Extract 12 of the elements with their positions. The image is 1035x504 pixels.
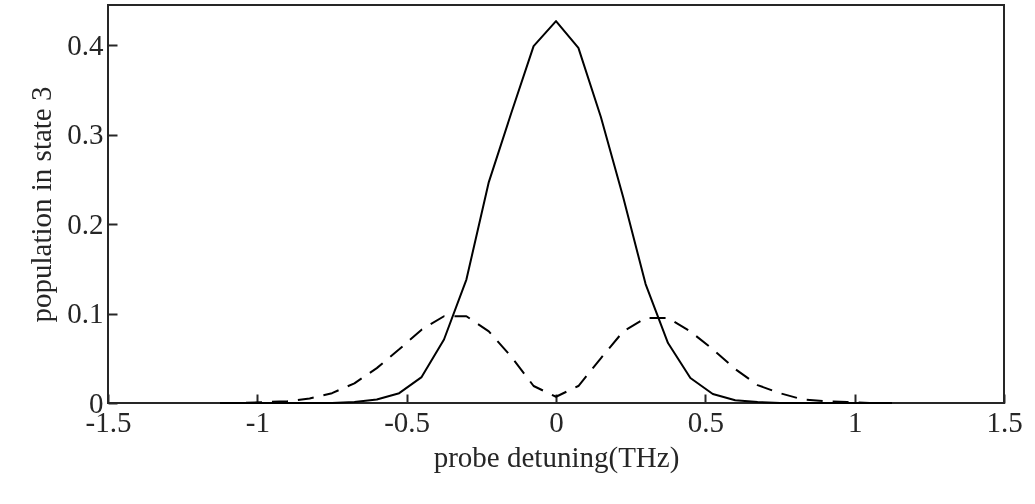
- y-tick-label: 0.2: [67, 207, 104, 240]
- y-axis-title: population in state 3: [25, 86, 58, 323]
- x-tick-label: -1: [245, 405, 270, 438]
- y-tick-label: 0.4: [67, 28, 104, 61]
- y-tick-label: 0.3: [67, 118, 104, 151]
- x-tick-label: 1: [847, 405, 863, 438]
- x-tick-label: 0: [549, 405, 564, 438]
- x-tick-label: -0.5: [384, 405, 431, 438]
- y-tick-label: 0.1: [67, 297, 104, 330]
- x-tick-label: 1.5: [986, 405, 1023, 438]
- x-tick-label: 0.5: [687, 405, 724, 438]
- x-axis-title: probe detuning(THz): [433, 440, 680, 474]
